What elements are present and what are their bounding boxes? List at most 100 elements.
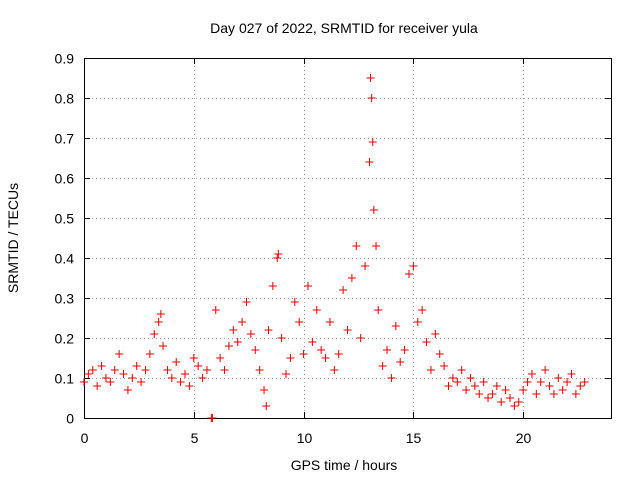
- data-point: [80, 378, 88, 386]
- x-tick-label: 5: [191, 430, 199, 446]
- data-point: [262, 402, 271, 410]
- data-point: [567, 370, 576, 378]
- y-axis-label: SRMTID / TECUs: [5, 183, 21, 293]
- data-point: [229, 326, 238, 334]
- data-point: [396, 358, 405, 366]
- data-point: [216, 354, 225, 362]
- data-point: [299, 350, 308, 358]
- data-point: [536, 378, 545, 386]
- data-point: [365, 158, 374, 166]
- data-point: [321, 354, 330, 362]
- y-tick-label: 0.9: [55, 51, 75, 67]
- data-point: [264, 326, 273, 334]
- x-tick-label: 20: [516, 430, 532, 446]
- data-point: [290, 298, 299, 306]
- x-tick-label: 15: [406, 430, 422, 446]
- data-point: [372, 242, 381, 250]
- data-point: [501, 386, 510, 394]
- data-point: [462, 386, 471, 394]
- data-point: [189, 354, 198, 362]
- data-point: [422, 338, 431, 346]
- data-point: [325, 318, 334, 326]
- data-point: [532, 390, 541, 398]
- data-point: [110, 366, 119, 374]
- data-point: [339, 286, 348, 294]
- data-point: [84, 370, 93, 378]
- data-point: [426, 366, 435, 374]
- data-point: [435, 350, 444, 358]
- data-point: [167, 374, 176, 382]
- data-point: [484, 394, 493, 402]
- data-point: [181, 370, 190, 378]
- y-tick-label: 0.8: [55, 91, 75, 107]
- chart-title: Day 027 of 2022, SRMTID for receiver yul…: [210, 20, 478, 36]
- y-tick-label: 0.1: [55, 371, 75, 387]
- data-point: [571, 390, 580, 398]
- data-point: [378, 362, 387, 370]
- data-point: [453, 378, 462, 386]
- data-point: [374, 306, 383, 314]
- x-tick-label: 10: [297, 430, 313, 446]
- data-point: [115, 350, 124, 358]
- data-point: [242, 298, 251, 306]
- data-point: [440, 362, 449, 370]
- data-point: [576, 382, 585, 390]
- data-point: [549, 390, 558, 398]
- data-point: [527, 370, 536, 378]
- data-point: [119, 370, 128, 378]
- data-point: [202, 366, 211, 374]
- data-point: [156, 310, 165, 318]
- data-point: [361, 262, 370, 270]
- y-tick-label: 0.7: [55, 131, 75, 147]
- data-points: [80, 74, 589, 422]
- data-point: [317, 346, 326, 354]
- data-point: [211, 306, 220, 314]
- data-point: [558, 386, 567, 394]
- data-point: [510, 402, 519, 410]
- y-tick-label: 0.3: [55, 291, 75, 307]
- data-point: [150, 330, 159, 338]
- y-tick-label: 0.2: [55, 331, 75, 347]
- data-point: [352, 242, 361, 250]
- data-point: [106, 378, 115, 386]
- data-point: [238, 318, 247, 326]
- y-tick-label: 0.5: [55, 211, 75, 227]
- data-point: [268, 282, 277, 290]
- data-point: [368, 138, 377, 146]
- data-point: [273, 254, 282, 262]
- data-point: [176, 378, 185, 386]
- data-point: [330, 366, 339, 374]
- y-tick-label: 0.6: [55, 171, 75, 187]
- data-point: [545, 382, 554, 390]
- data-point: [369, 206, 378, 214]
- data-point: [141, 366, 150, 374]
- plot-frame: [84, 58, 612, 419]
- data-point: [172, 358, 181, 366]
- data-point: [466, 374, 475, 382]
- data-point: [488, 390, 497, 398]
- data-point: [194, 362, 203, 370]
- data-point: [101, 374, 110, 382]
- data-point: [541, 366, 550, 374]
- x-tick-label: 0: [81, 430, 89, 446]
- data-point: [260, 386, 269, 394]
- data-point: [387, 374, 396, 382]
- data-point: [246, 330, 255, 338]
- data-point: [457, 366, 466, 374]
- data-point: [163, 366, 172, 374]
- data-point: [334, 350, 343, 358]
- data-point: [185, 382, 194, 390]
- data-point: [554, 374, 563, 382]
- data-point: [303, 282, 312, 290]
- data-point: [366, 74, 375, 82]
- data-point: [224, 342, 233, 350]
- data-point: [448, 374, 457, 382]
- data-point: [145, 350, 154, 358]
- data-point: [97, 362, 106, 370]
- x-axis-label: GPS time / hours: [291, 457, 398, 473]
- data-point: [251, 346, 260, 354]
- data-point: [505, 394, 514, 402]
- data-point: [519, 386, 528, 394]
